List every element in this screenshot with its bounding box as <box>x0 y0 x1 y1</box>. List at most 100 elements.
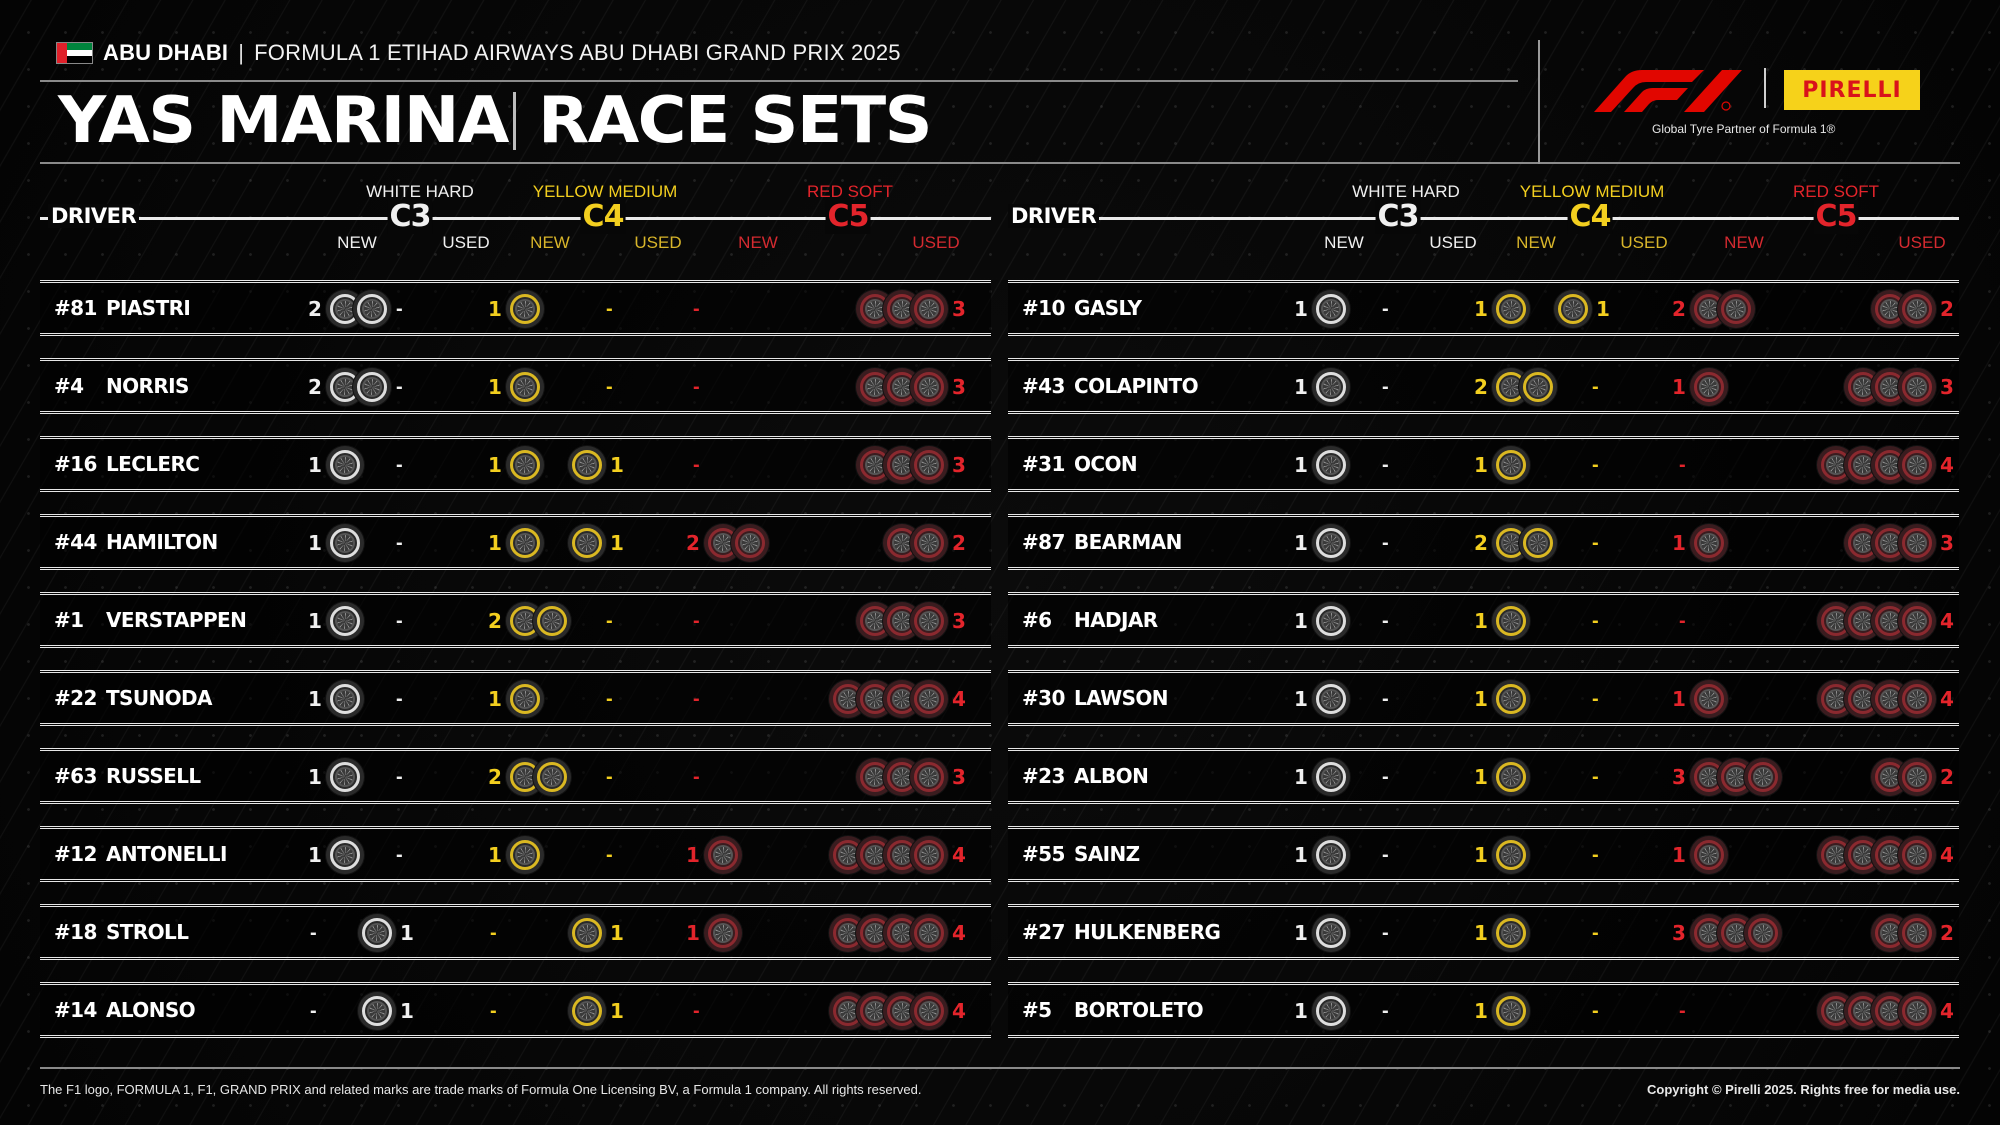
medium-tyre-icon <box>505 368 544 406</box>
medium-used-cell: - <box>1592 991 1599 1031</box>
soft-used-tyre-stack <box>1844 368 1936 406</box>
hard-tyre-icon <box>325 524 364 562</box>
medium-new-count: 2 <box>1474 531 1488 555</box>
soft-used-count: 3 <box>952 609 966 633</box>
hard-tyre-icon <box>325 602 364 640</box>
car-number: #22 <box>54 686 97 710</box>
driver-name: LECLERC <box>106 452 200 476</box>
hard-new-tyre-stack <box>325 758 364 796</box>
medium-compound-name: YELLOW MEDIUM <box>532 182 678 201</box>
medium-used-cell: - <box>1592 601 1599 641</box>
zero-dash: - <box>693 609 700 632</box>
medium-used-cell: 1 <box>568 913 624 953</box>
hard-new-cell: 1 <box>1294 913 1350 953</box>
soft-new-cell: - <box>693 601 700 641</box>
soft-used-count: 3 <box>952 765 966 789</box>
hard-new-cell: - <box>310 991 317 1031</box>
driver-column-header: DRIVER <box>1008 204 1100 228</box>
medium-tyre-icon <box>568 524 606 562</box>
medium-new-cell: 2 <box>488 601 571 641</box>
medium-new-count: 2 <box>488 609 502 633</box>
table-row: #31 OCON 1 - 1 - - 4 <box>1008 436 1959 492</box>
medium-new-cell: 2 <box>488 757 571 797</box>
hard-used-cell: - <box>1382 679 1389 719</box>
soft-tyre-icon <box>703 914 742 952</box>
hard-new-tyre-stack <box>1311 992 1350 1030</box>
soft-used-tyre-stack <box>1817 680 1936 718</box>
driver-name: STROLL <box>106 920 189 944</box>
hard-new-cell: 1 <box>308 835 364 875</box>
zero-dash: - <box>1592 843 1599 866</box>
driver-name: ANTONELLI <box>106 842 227 866</box>
soft-new-count: 1 <box>686 921 700 945</box>
driver-name: OCON <box>1074 452 1138 476</box>
soft-used-count: 2 <box>952 531 966 555</box>
hard-used-cell: - <box>396 289 403 329</box>
driver-name: SAINZ <box>1074 842 1140 866</box>
table-row: #44 HAMILTON 1 - 1 1 2 2 <box>40 514 991 570</box>
soft-tyre-icon <box>1689 368 1728 406</box>
table-row: #1 VERSTAPPEN 1 - 2 - - 3 <box>40 592 991 648</box>
medium-new-tyre-stack <box>1491 914 1530 952</box>
car-number: #55 <box>1022 842 1065 866</box>
hard-used-cell: - <box>1382 367 1389 407</box>
medium-new-count: 1 <box>488 297 502 321</box>
soft-used-cell: 3 <box>856 289 966 329</box>
car-number: #1 <box>54 608 84 632</box>
soft-used-count: 4 <box>952 843 966 867</box>
soft-used-cell: 4 <box>1817 445 1954 485</box>
soft-used-tyre-stack <box>829 836 948 874</box>
medium-used-tyre-stack <box>568 992 606 1030</box>
hard-new-cell: 2 <box>308 289 391 329</box>
medium-new-tyre-stack <box>505 836 544 874</box>
car-number: #31 <box>1022 452 1065 476</box>
medium-compound-name: YELLOW MEDIUM <box>1519 182 1665 201</box>
soft-tyre-icon <box>910 914 948 952</box>
soft-new-cell: 2 <box>1672 289 1755 329</box>
soft-tyre-icon <box>1689 836 1728 874</box>
driver-name: NORRIS <box>106 374 189 398</box>
soft-used-count: 4 <box>952 921 966 945</box>
car-number: #87 <box>1022 530 1065 554</box>
soft-new-cell: - <box>693 289 700 329</box>
hard-used-cell: 1 <box>358 913 414 953</box>
car-number: #23 <box>1022 764 1065 788</box>
soft-tyre-icon <box>1743 914 1782 952</box>
soft-new-cell: 1 <box>1672 835 1728 875</box>
soft-used-tyre-stack <box>856 290 948 328</box>
soft-new-cell: 1 <box>1672 367 1728 407</box>
medium-new-cell: 1 <box>1474 757 1530 797</box>
hard-new-tyre-stack <box>325 602 364 640</box>
medium-used-cell: - <box>1592 523 1599 563</box>
soft-used-count: 4 <box>1940 453 1954 477</box>
trademark-notice: The F1 logo, FORMULA 1, F1, GRAND PRIX a… <box>40 1082 922 1097</box>
zero-dash: - <box>490 921 497 944</box>
driver-column-header: DRIVER <box>48 204 140 228</box>
soft-used-header: USED <box>912 233 960 252</box>
hard-new-count: 2 <box>308 375 322 399</box>
medium-new-header: NEW <box>1516 233 1556 252</box>
medium-new-cell: 1 <box>488 835 544 875</box>
soft-used-cell: 4 <box>829 991 966 1031</box>
page-title: YAS MARINA RACE SETS <box>58 84 932 158</box>
zero-dash: - <box>1592 999 1599 1022</box>
soft-new-cell: 1 <box>686 835 742 875</box>
medium-new-cell: 2 <box>1474 523 1557 563</box>
hard-new-tyre-stack <box>325 524 364 562</box>
medium-new-tyre-stack <box>1491 446 1530 484</box>
header-line <box>1008 217 1959 220</box>
hard-tyre-icon <box>1311 446 1350 484</box>
hard-new-tyre-stack <box>325 446 364 484</box>
medium-used-cell: - <box>606 679 613 719</box>
soft-new-cell: 2 <box>686 523 769 563</box>
soft-used-cell: 3 <box>856 445 966 485</box>
zero-dash: - <box>1592 609 1599 632</box>
footer-divider <box>40 1067 1960 1069</box>
soft-compound-name: RED SOFT <box>1793 182 1879 201</box>
hard-used-cell: - <box>396 367 403 407</box>
driver-name: LAWSON <box>1074 686 1169 710</box>
table-row: #18 STROLL - 1 - 1 1 4 <box>40 904 991 960</box>
hard-used-count: 1 <box>400 999 414 1023</box>
hard-tyre-icon <box>358 914 396 952</box>
table-row: #81 PIASTRI 2 - 1 - - 3 <box>40 280 991 336</box>
